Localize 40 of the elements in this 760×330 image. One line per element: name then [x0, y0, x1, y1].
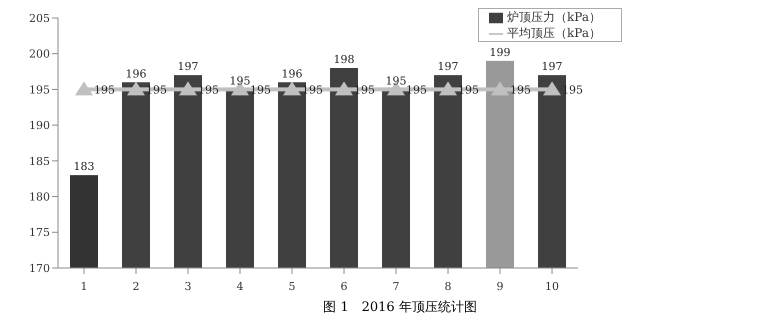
data-label: 198 — [334, 53, 355, 66]
y-tick-label: 170 — [29, 262, 50, 275]
text: 图 1 2016 年顶压统计图 — [322, 299, 478, 316]
data-label: 195 — [230, 74, 251, 88]
data-label: 199 — [490, 46, 511, 59]
x-tick-label: 5 — [288, 280, 296, 293]
data-label: 197 — [542, 60, 563, 74]
data-label: 196 — [126, 67, 147, 80]
legend-label: 炉顶压力（kPa） — [507, 10, 601, 24]
data-label: 195 — [354, 83, 376, 96]
x-tick-label: 1 — [80, 280, 88, 293]
x-tick-label: 10 — [545, 280, 560, 293]
y-tick-label: 195 — [29, 83, 50, 96]
data-label: 196 — [282, 67, 303, 80]
legend-label: 平均顶压（kPa） — [507, 26, 601, 40]
x-tick-label: 6 — [340, 280, 348, 293]
data-label: 195 — [458, 83, 480, 96]
x-tick-label: 3 — [184, 280, 192, 293]
y-tick-label: 200 — [29, 48, 50, 61]
x-tick-label: 4 — [236, 280, 244, 293]
y-tick-label: 190 — [29, 119, 50, 132]
data-label: 197 — [438, 60, 459, 74]
data-label: 195 — [198, 83, 220, 96]
x-tick-label: 8 — [444, 280, 452, 293]
data-label: 195 — [302, 83, 324, 96]
data-label: 195 — [510, 83, 532, 96]
data-label: 195 — [94, 83, 115, 96]
data-label: 183 — [74, 160, 94, 174]
x-tick-label: 2 — [132, 280, 140, 293]
data-label: 197 — [178, 60, 199, 74]
data-label: 195 — [386, 74, 407, 88]
data-label: 195 — [250, 83, 272, 96]
y-tick-label: 175 — [29, 226, 50, 240]
data-label: 195 — [146, 83, 168, 96]
x-tick-label: 7 — [392, 280, 400, 293]
y-tick-label: 185 — [29, 154, 50, 168]
y-tick-label: 205 — [29, 12, 50, 25]
y-tick-label: 180 — [29, 190, 50, 204]
x-tick-label: 9 — [496, 280, 504, 293]
data-label: 195 — [406, 83, 428, 96]
